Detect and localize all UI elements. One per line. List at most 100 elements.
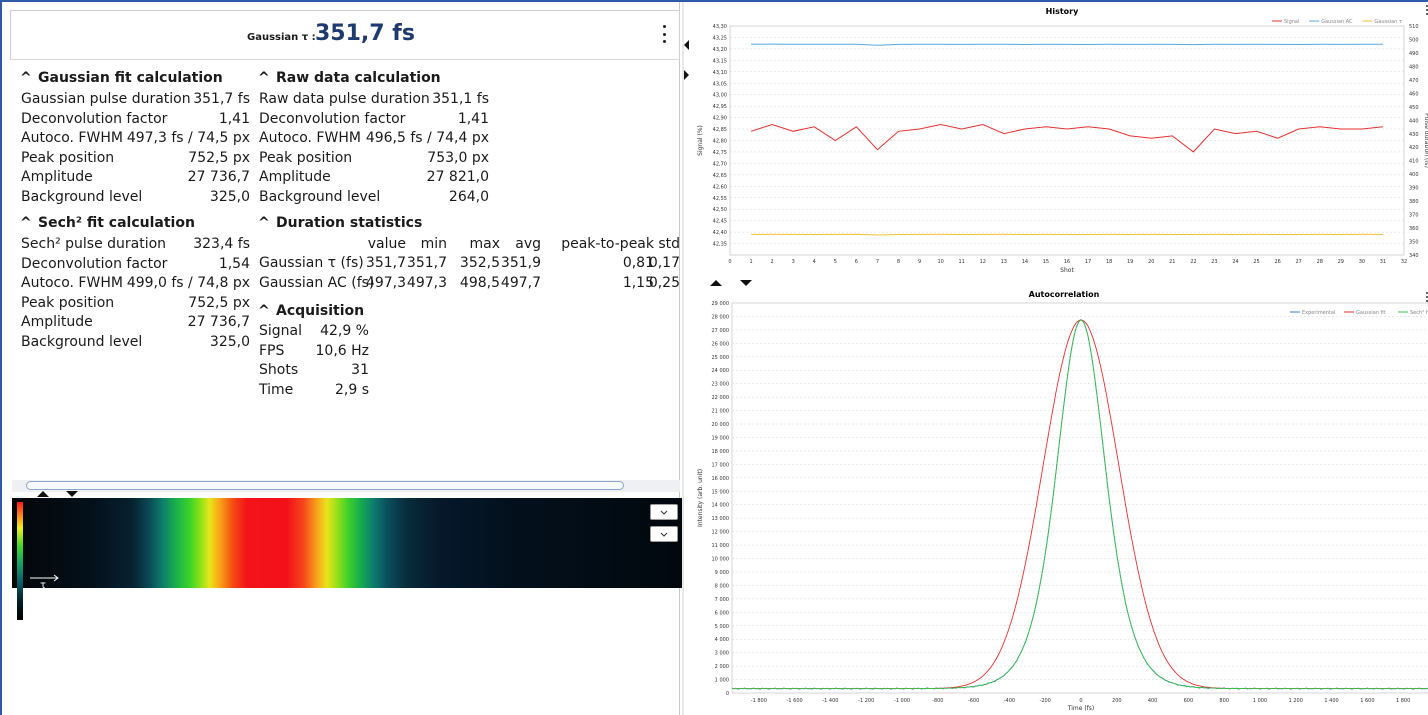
x-tick-label: 7 (876, 259, 879, 265)
series-line-2 (732, 319, 1428, 690)
x-tick-label: 400 (1148, 698, 1158, 704)
x-axis-label: Shot (1060, 267, 1074, 274)
y-tick-label: 21 000 (712, 409, 730, 415)
row-label: Amplitude (21, 314, 93, 330)
stats-row-label: Gaussian τ (fs) (259, 255, 364, 271)
x-tick-label: 20 (1148, 259, 1154, 265)
x-tick-label: 2 (771, 259, 774, 265)
row-value: 27 821,0 (426, 169, 489, 185)
y-tick-label: 10 000 (712, 557, 730, 563)
expand-right-arrow-icon[interactable] (684, 70, 689, 80)
stats-column-header: max (469, 236, 500, 252)
row-value: 27 736,7 (187, 314, 250, 330)
row-label: Autoco. FWHM (21, 275, 123, 291)
x-tick-label: 13 (1001, 259, 1007, 265)
table-row: Amplitude 27 821,0 (259, 168, 489, 187)
x-tick-label: 200 (1112, 698, 1122, 704)
gaussian-fit-section-header[interactable]: ^ Gaussian fit calculation (20, 70, 223, 86)
x-tick-label: -1 600 (787, 698, 803, 704)
y-tick-label: 6 000 (715, 610, 729, 616)
splitter-down-arrow-icon[interactable] (66, 491, 78, 497)
y-tick-label: 1 000 (715, 678, 729, 684)
table-row: FPS 10,6 Hz (259, 342, 369, 361)
row-value: 496,5 fs / 74,4 px (365, 130, 489, 146)
collapse-left-arrow-icon[interactable] (684, 40, 689, 50)
y-tick-label: 5 000 (715, 624, 729, 630)
x-tick-label: -1 000 (894, 698, 910, 704)
x-tick-label: -800 (932, 698, 943, 704)
acquisition-section-header[interactable]: ^ Acquisition (258, 303, 364, 319)
y2-tick-label: 400 (1409, 172, 1419, 178)
y2-tick-label: 420 (1409, 145, 1419, 151)
x-tick-label: 24 (1232, 259, 1238, 265)
raw-data-section-header[interactable]: ^ Raw data calculation (258, 70, 441, 86)
stats-row-label: Gaussian AC (fs) (259, 274, 375, 291)
chart-splitter-up-icon[interactable] (710, 280, 722, 286)
autocorrelation-trace-image (12, 498, 682, 588)
raw-data-title: Raw data calculation (276, 70, 441, 86)
table-row: Amplitude 27 736,7 (21, 313, 250, 332)
y-tick-label: 27 000 (712, 328, 730, 334)
autocorrelation-menu-icon[interactable] (1425, 292, 1428, 302)
stats-cell: 0,25 (648, 274, 680, 291)
x-tick-label: -1 400 (822, 698, 838, 704)
row-label: Peak position (21, 149, 115, 166)
row-label: Raw data pulse duration (259, 91, 430, 107)
header-value: 351,7 fs (315, 21, 415, 46)
y-tick-label: 43,20 (713, 47, 727, 53)
chevron-up-icon: ^ (20, 70, 32, 86)
scale-dropdown[interactable] (650, 526, 678, 542)
y2-tick-label: 360 (1409, 226, 1419, 232)
splitter-up-arrow-icon[interactable] (37, 491, 49, 497)
duration-stats-section-header[interactable]: ^ Duration statistics (258, 215, 422, 231)
sech-fit-section-header[interactable]: ^ Sech² fit calculation (20, 215, 195, 231)
x-tick-label: 17 (1085, 259, 1091, 265)
duration-stats-title: Duration statistics (276, 215, 423, 231)
table-row: Raw data pulse duration 351,1 fs (259, 90, 489, 109)
x-tick-label: 4 (813, 259, 816, 265)
row-value: 1,41 (218, 110, 250, 127)
x-tick-label: 1 400 (1324, 698, 1338, 704)
y-tick-label: 9 000 (715, 570, 729, 576)
legend-label: Signal (1284, 19, 1299, 25)
row-value: 351,7 fs (193, 91, 250, 107)
tau-axis-arrow-icon: τ (30, 572, 60, 592)
row-value: 499,0 fs / 74,8 px (126, 275, 250, 291)
x-tick-label: -200 (1040, 698, 1051, 704)
y-tick-label: 17 000 (712, 462, 730, 468)
row-label: Autoco. FWHM (259, 130, 361, 146)
row-label: Peak position (259, 149, 353, 166)
row-label: FPS (259, 342, 285, 359)
row-label: Background level (21, 188, 143, 205)
stats-cell: 1,15 (622, 274, 654, 291)
row-label: Autoco. FWHM (21, 130, 123, 146)
stats-column-header: avg (515, 236, 541, 252)
scrollbar-thumb[interactable] (26, 481, 624, 490)
y2-tick-label: 450 (1409, 105, 1419, 111)
header-menu-icon[interactable] (661, 25, 667, 43)
horizontal-scrollbar[interactable] (12, 480, 680, 492)
vertical-splitter[interactable] (682, 2, 684, 715)
colormap-dropdown[interactable] (650, 504, 678, 520)
y-axis-label: Signal (%) (697, 125, 704, 156)
y-tick-label: 22 000 (712, 395, 730, 401)
table-row: Background level 325,0 (21, 188, 250, 207)
y2-tick-label: 490 (1409, 51, 1419, 57)
y-tick-label: 25 000 (712, 355, 730, 361)
chart-splitter-down-icon[interactable] (740, 280, 752, 286)
stats-cell: 497,3 (365, 274, 406, 291)
chevron-down-icon (660, 510, 668, 515)
series-line-2 (751, 233, 1383, 236)
y-tick-label: 28 000 (712, 314, 730, 320)
stats-cell: 0,17 (648, 255, 680, 271)
history-menu-icon[interactable] (1425, 5, 1428, 15)
y-tick-label: 43,00 (713, 93, 727, 99)
x-tick-label: -1 200 (858, 698, 874, 704)
stats-cell: 351,7 (365, 255, 406, 271)
table-row: Background level 264,0 (259, 188, 489, 207)
row-value: 752,5 px (188, 149, 250, 166)
row-value: 325,0 (209, 333, 250, 350)
x-tick-label: -400 (1004, 698, 1015, 704)
table-row: Peak position 752,5 px (21, 149, 250, 168)
